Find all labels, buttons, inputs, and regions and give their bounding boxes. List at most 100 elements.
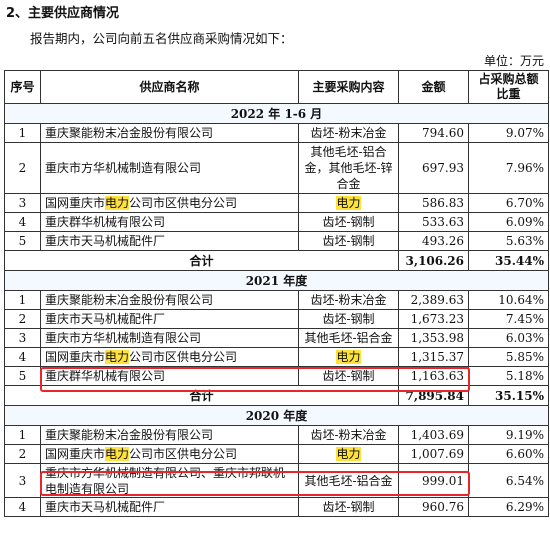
cell-no: 2 [4,142,41,194]
cell-supplier: 重庆群华机械有限公司 [40,366,299,386]
cell-content: 齿坯-粉末冶金 [298,425,399,445]
cell-no: 2 [4,309,41,329]
cell-no: 1 [4,123,41,143]
table-row: 4 重庆群华机械有限公司 齿坯-钢制 533.63 6.09% [4,212,549,232]
highlight-keyword: 电力 [105,350,130,364]
cell-content: 齿坯-钢制 [298,497,399,517]
table-row: 3 重庆市方华机械制造有限公司、重庆市邦联机电制造有限公司 其他毛坯-铝合金 9… [4,463,549,498]
table-row: 1 重庆聚能粉末冶金股份有限公司 齿坯-粉末冶金 794.60 9.07% [4,123,549,143]
table-row: 4 国网重庆市电力公司市区供电分公司 电力 1,315.37 5.85% [4,347,549,367]
cell-amount: 1,673.23 [398,309,469,329]
cell-no: 1 [4,425,41,445]
cell-ratio: 9.19% [468,425,549,445]
cell-ratio: 9.07% [468,123,549,143]
cell-content: 齿坯-钢制 [298,309,399,329]
cell-content: 齿坯-钢制 [298,212,399,232]
cell-no: 3 [4,463,41,498]
cell-no: 5 [4,366,41,386]
cell-no: 4 [4,347,41,367]
cell-supplier: 重庆市天马机械配件厂 [40,497,299,517]
table-row: 2 重庆市天马机械配件厂 齿坯-钢制 1,673.23 7.45% [4,309,549,329]
table-row: 2 重庆市方华机械制造有限公司 其他毛坯-铝合金，其他毛坯-锌合金 697.93… [4,142,549,194]
supplier-name-part: 公司市区供电分公司 [129,350,238,364]
cell-content: 齿坯-钢制 [298,231,399,251]
cell-ratio: 7.45% [468,309,549,329]
supplier-table: 序号 供应商名称 主要采购内容 金额 占采购总额比重 2022 年 1-6 月 … [4,70,549,517]
cell-no: 1 [4,290,41,310]
section-title: 2022 年 1-6 月 [4,103,549,124]
cell-supplier: 重庆市方华机械制造有限公司 [40,142,299,194]
cell-amount: 999.01 [398,463,469,498]
header-supplier: 供应商名称 [40,70,299,104]
supplier-name-part: 公司市区供电分公司 [129,196,238,210]
unit-label: 单位：万元 [483,54,544,68]
cell-amount: 586.83 [398,193,469,213]
total-label: 合计 [4,385,399,406]
cell-amount: 2,389.63 [398,290,469,310]
cell-supplier: 重庆市天马机械配件厂 [40,231,299,251]
supplier-name-part: 公司市区供电分公司 [129,447,238,461]
cell-supplier: 国网重庆市电力公司市区供电分公司 [40,193,299,213]
section-title-row: 2021 年度 [4,270,549,291]
cell-content: 齿坯-粉末冶金 [298,123,399,143]
highlight-keyword: 电力 [105,196,130,210]
table-row: 3 国网重庆市电力公司市区供电分公司 电力 586.83 6.70% [4,193,549,213]
cell-content: 其他毛坯-铝合金 [298,463,399,498]
highlight-keyword: 电力 [105,447,130,461]
cell-content: 电力 [298,193,399,213]
cell-content: 电力 [298,347,399,367]
cell-supplier: 重庆市方华机械制造有限公司、重庆市邦联机电制造有限公司 [40,463,299,498]
section-title: 2020 年度 [4,405,549,426]
cell-amount: 1,315.37 [398,347,469,367]
cell-amount: 493.26 [398,231,469,251]
highlight-keyword: 电力 [336,350,361,364]
cell-amount: 533.63 [398,212,469,232]
highlight-keyword: 电力 [336,196,361,210]
cell-amount: 697.93 [398,142,469,194]
header-no: 序号 [4,70,41,104]
total-label: 合计 [4,250,399,271]
cell-supplier: 国网重庆市电力公司市区供电分公司 [40,347,299,367]
table-row: 5 重庆市天马机械配件厂 齿坯-钢制 493.26 5.63% [4,231,549,251]
table-header-row: 序号 供应商名称 主要采购内容 金额 占采购总额比重 [4,70,549,104]
cell-content: 齿坯-粉末冶金 [298,290,399,310]
total-ratio: 35.15% [468,385,549,406]
supplier-name-part: 国网重庆市 [45,447,106,461]
cell-no: 4 [4,497,41,517]
cell-amount: 794.60 [398,123,469,143]
cell-supplier: 重庆聚能粉末冶金股份有限公司 [40,290,299,310]
cell-amount: 960.76 [398,497,469,517]
cell-no: 3 [4,328,41,348]
cell-amount: 1,353.98 [398,328,469,348]
table-row: 2 国网重庆市电力公司市区供电分公司 电力 1,007.69 6.60% [4,444,549,464]
cell-amount: 1,163.63 [398,366,469,386]
total-amount: 3,106.26 [398,250,469,271]
cell-ratio: 10.64% [468,290,549,310]
cell-ratio: 5.63% [468,231,549,251]
cell-ratio: 6.54% [468,463,549,498]
section-title: 2021 年度 [4,270,549,291]
section-heading: 2、主要供应商情况 [6,6,120,21]
cell-content: 电力 [298,444,399,464]
cell-no: 3 [4,193,41,213]
supplier-name-part: 国网重庆市 [45,196,106,210]
header-ratio: 占采购总额比重 [468,70,549,104]
cell-supplier: 重庆聚能粉末冶金股份有限公司 [40,425,299,445]
cell-ratio: 7.96% [468,142,549,194]
table-row: 5 重庆群华机械有限公司 齿坯-钢制 1,163.63 5.18% [4,366,549,386]
cell-ratio: 6.29% [468,497,549,517]
total-row: 合计 3,106.26 35.44% [4,250,549,271]
table-row: 1 重庆聚能粉末冶金股份有限公司 齿坯-粉末冶金 2,389.63 10.64% [4,290,549,310]
cell-ratio: 6.03% [468,328,549,348]
header-amount: 金额 [398,70,469,104]
header-content: 主要采购内容 [298,70,399,104]
total-amount: 7,895.84 [398,385,469,406]
cell-supplier: 重庆市天马机械配件厂 [40,309,299,329]
table-row: 4 重庆市天马机械配件厂 齿坯-钢制 960.76 6.29% [4,497,549,517]
intro-text: 报告期内，公司向前五名供应商采购情况如下： [30,31,293,46]
cell-supplier: 重庆聚能粉末冶金股份有限公司 [40,123,299,143]
cell-ratio: 5.85% [468,347,549,367]
cell-amount: 1,007.69 [398,444,469,464]
total-ratio: 35.44% [468,250,549,271]
supplier-name-part: 国网重庆市 [45,350,106,364]
